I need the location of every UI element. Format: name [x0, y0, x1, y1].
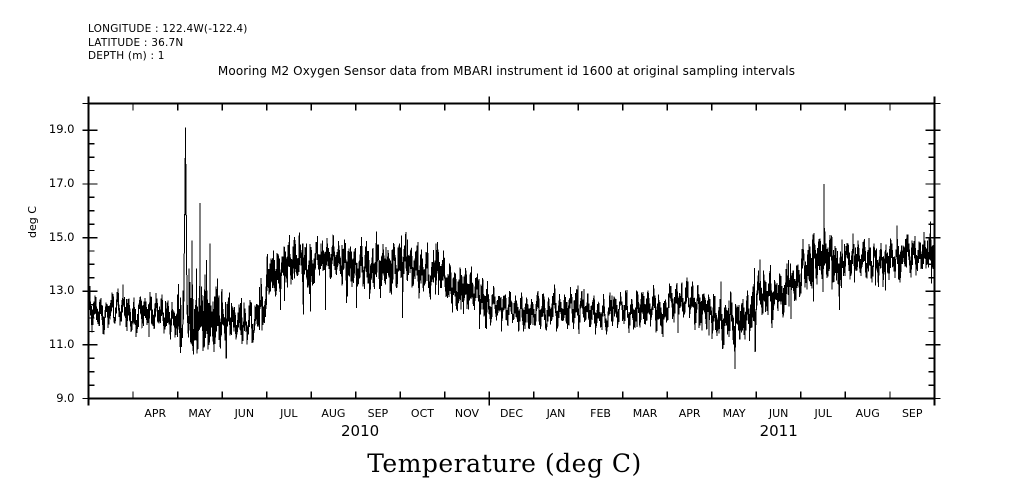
y-tick-label: 19.0 [48, 122, 75, 137]
x-tick-label: JUN [768, 406, 789, 420]
x-tick-label: MAY [722, 406, 746, 420]
chart-title-text: Mooring M2 Oxygen Sensor data from MBARI… [217, 64, 796, 78]
y-tick-label: 9.0 [56, 390, 75, 405]
x-tick-label: JAN [546, 406, 566, 420]
x-tick-label: APR [144, 406, 167, 420]
x-tick-label: AUG [321, 406, 346, 420]
x-tick-label: AUG [855, 406, 880, 420]
x-tick-label: NOV [454, 406, 480, 420]
plot-caption: Temperature (deg C) [367, 449, 642, 478]
chart-title: Mooring M2 Oxygen Sensor data from MBARI… [0, 64, 1009, 78]
x-tick-label: OCT [410, 406, 434, 420]
depth-text: DEPTH (m) : 1 [88, 50, 165, 62]
x-tick-label: SEP [901, 406, 923, 420]
x-tick-label: DEC [499, 406, 524, 420]
longitude-text: LONGITUDE : 122.4W(-122.4) [88, 23, 248, 35]
y-tick-label: 15.0 [48, 229, 75, 244]
plot-axes [82, 96, 941, 406]
x-tick-label: FEB [590, 406, 611, 420]
temperature-series [88, 127, 935, 370]
x-tick-label: JUN [234, 406, 255, 420]
x-tick-label: MAY [188, 406, 212, 420]
y-tick-label: 11.0 [48, 336, 75, 351]
x-tick-label: APR [678, 406, 701, 420]
station-metadata: LONGITUDE : 122.4W(-122.4) LATITUDE : 36… [88, 23, 248, 64]
x-tick-label: SEP [367, 406, 389, 420]
year-label: 2010 [341, 421, 380, 440]
x-tick-label: JUL [280, 406, 298, 420]
x-tick-label: MAR [632, 406, 658, 420]
x-tick-label: JUL [814, 406, 832, 420]
y-tick-label: 17.0 [48, 175, 75, 190]
y-tick-label: 13.0 [48, 283, 75, 298]
year-label: 2011 [759, 421, 798, 440]
latitude-text: LATITUDE : 36.7N [88, 36, 184, 49]
